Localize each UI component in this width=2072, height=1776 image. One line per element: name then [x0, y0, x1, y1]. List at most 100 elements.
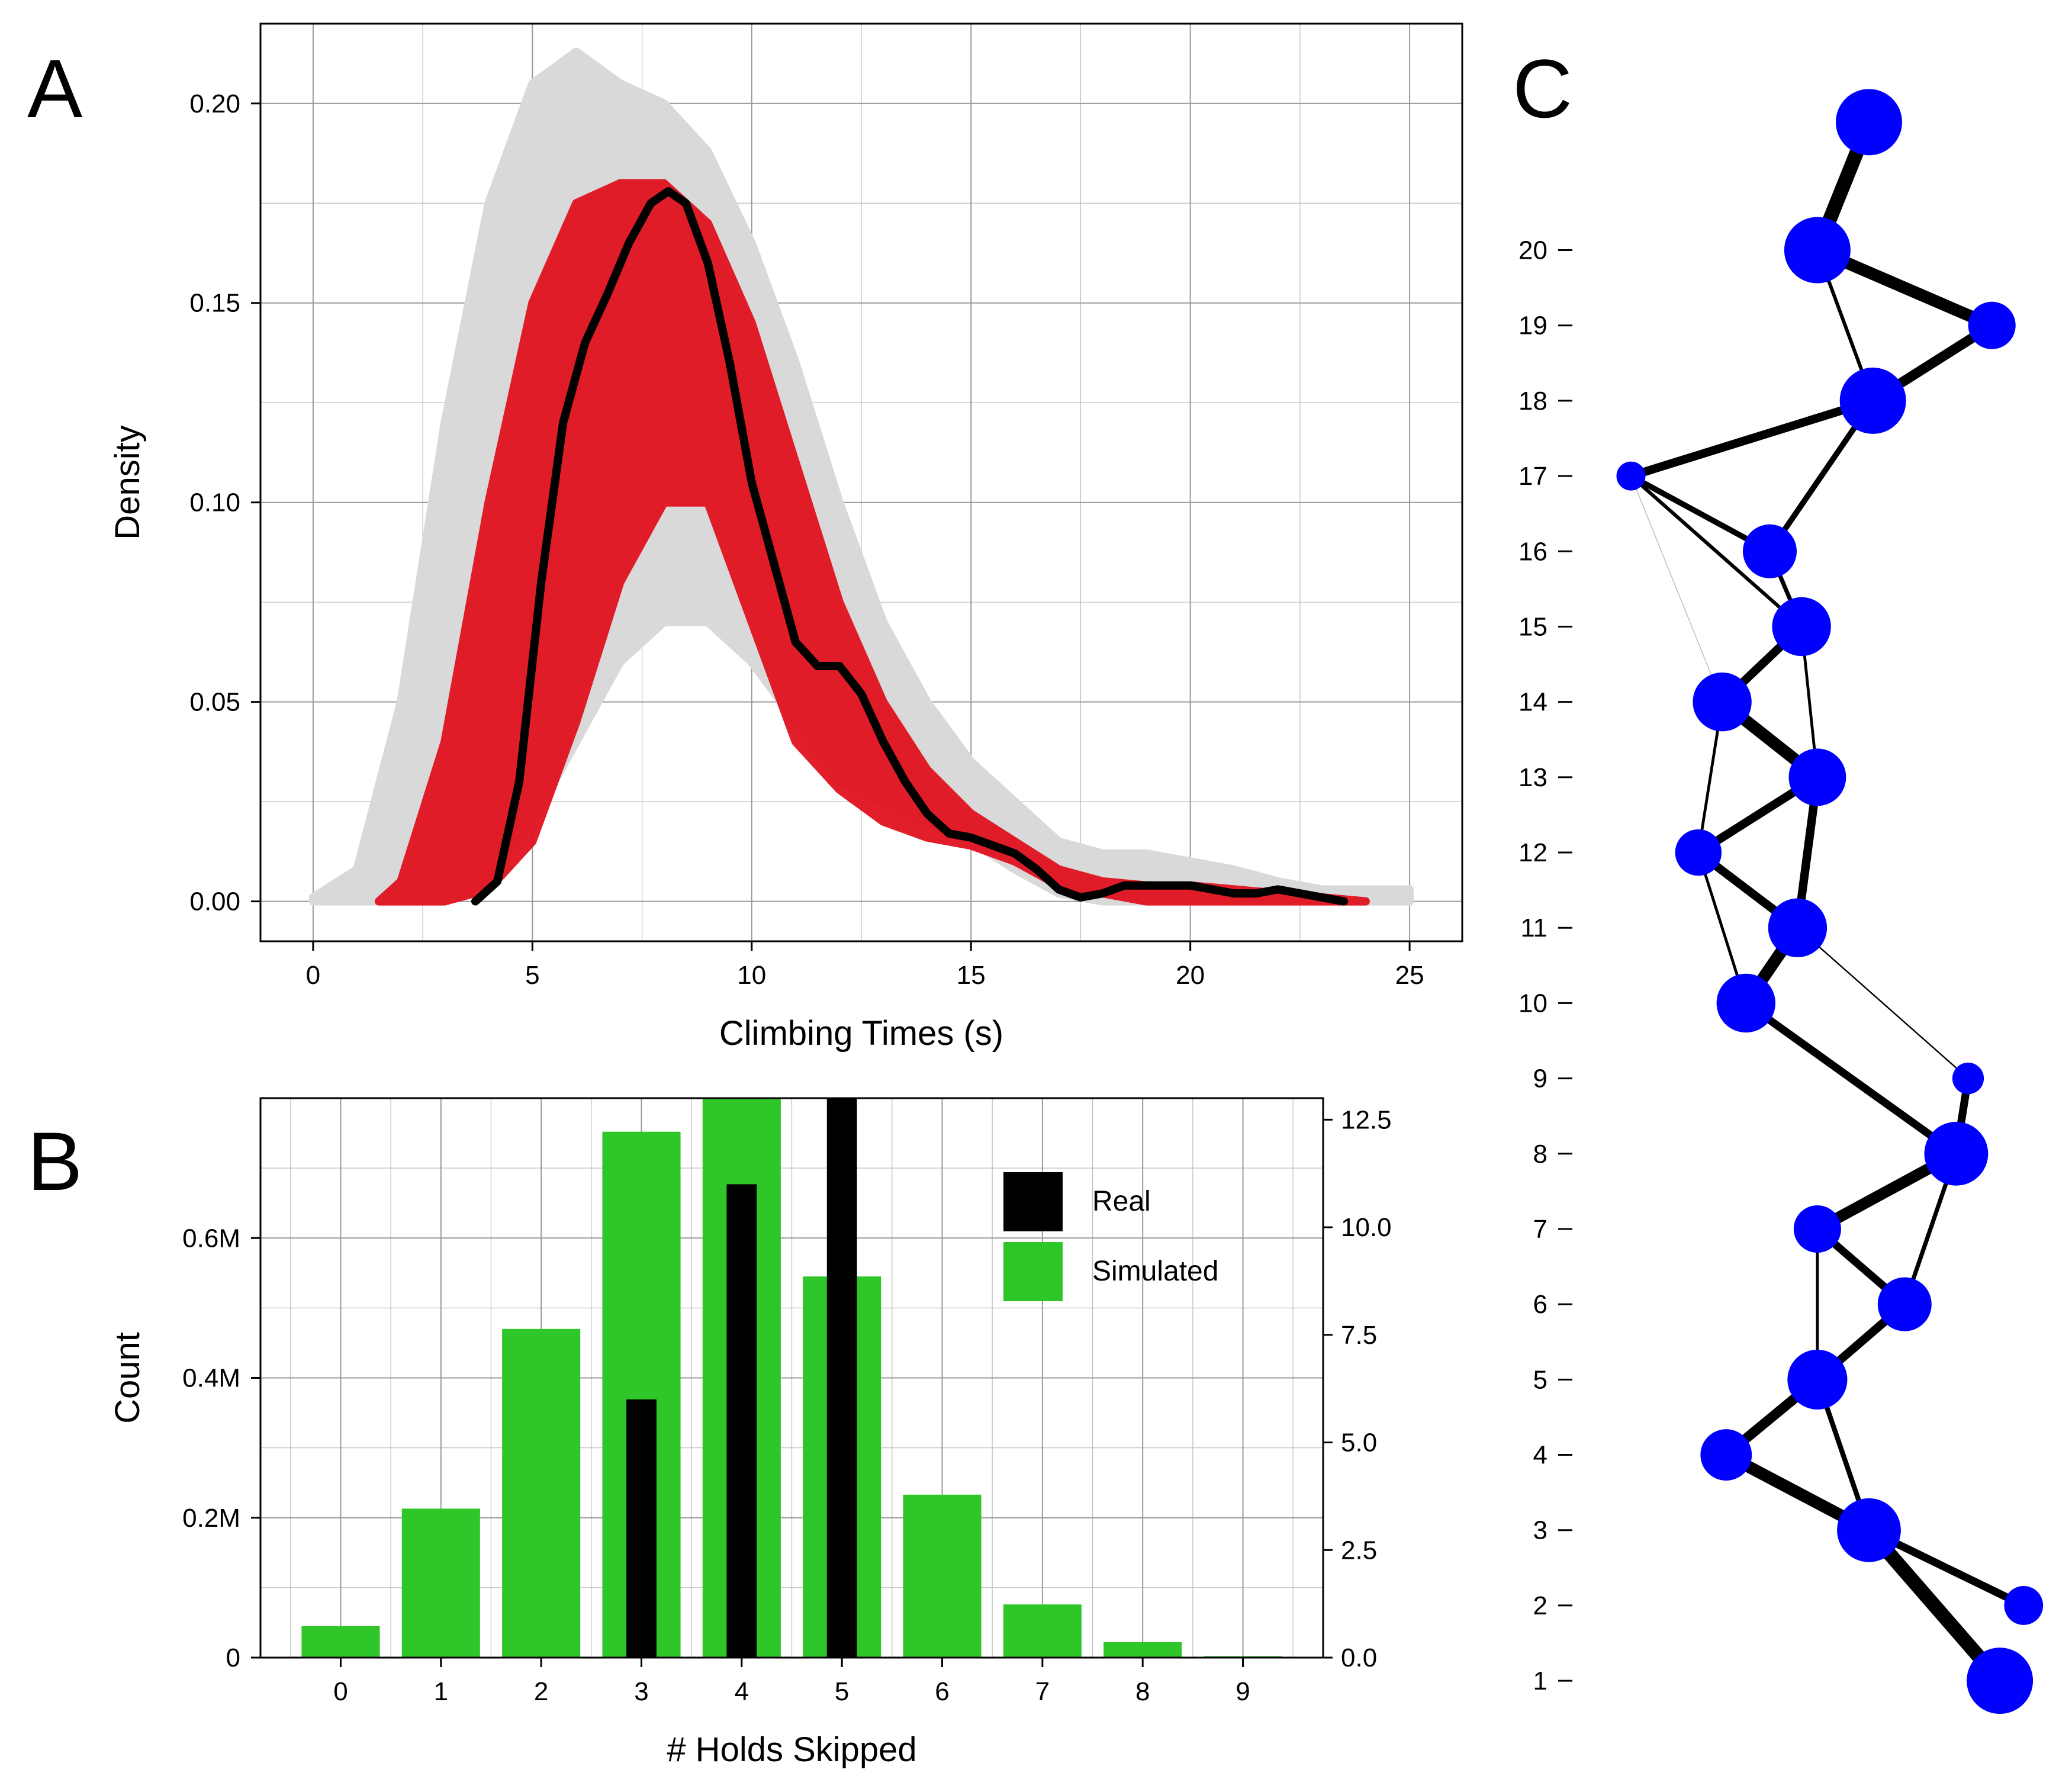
route-node [1768, 898, 1828, 957]
holds-left-tick-label: 0.4M [182, 1364, 240, 1393]
route-y-tick-label: 10 [1518, 989, 1547, 1018]
route-y-tick-label: 18 [1518, 387, 1547, 416]
holds-axes: 0 1 2 3 4 5 6 7 8 9 0 0.2M 0.4M 0.6M 0.0 2.5 5.0 7.5 10.0 1… [182, 1105, 1391, 1706]
holds-x-tick-label: 5 [835, 1677, 849, 1706]
holds-x-tick-label: 8 [1135, 1677, 1150, 1706]
route-y-tick-label: 1 [1533, 1666, 1547, 1695]
route-node [1693, 672, 1752, 732]
route-y-tick-label: 16 [1518, 537, 1547, 566]
holds-right-tick-label: 7.5 [1341, 1321, 1377, 1350]
density-x-tick-label: 20 [1176, 961, 1205, 990]
route-node [1836, 89, 1902, 156]
route-graph-edges [1626, 115, 2028, 1688]
holds-x-tick-label: 7 [1035, 1677, 1050, 1706]
simulated-bar [1103, 1642, 1182, 1658]
simulated-bar [903, 1494, 982, 1658]
density-x-tick-label: 0 [306, 961, 320, 990]
density-y-tick-label: 0.00 [189, 887, 240, 916]
real-bar [826, 1098, 857, 1658]
route-node [1924, 1121, 1989, 1186]
density-y-tick-label: 0.05 [189, 688, 240, 717]
route-graph-nodes [1616, 89, 2044, 1714]
route-node [1788, 748, 1846, 806]
route-node [1839, 367, 1906, 434]
density-y-tick-label: 0.10 [189, 488, 240, 517]
route-edge [1797, 927, 1969, 1079]
panel-letter-c: C [1513, 42, 1572, 135]
route-y-tick-label: 11 [1520, 913, 1547, 942]
route-y-tick-label: 5 [1533, 1365, 1547, 1394]
route-node [1743, 524, 1797, 578]
simulated-bar [401, 1508, 480, 1658]
holds-y-axis-label: Count [108, 1332, 147, 1424]
density-band-simulated-envelope-inner [375, 179, 1370, 906]
holds-left-tick-label: 0 [226, 1643, 240, 1672]
route-node [1616, 461, 1646, 491]
route-y-tick-label: 3 [1533, 1516, 1547, 1545]
holds-x-tick-label: 0 [333, 1677, 348, 1706]
holds-left-tick-label: 0.6M [182, 1224, 240, 1253]
density-y-axis-label: Density [108, 425, 147, 539]
route-y-tick-label: 19 [1518, 311, 1547, 340]
holds-x-tick-label: 3 [634, 1677, 648, 1706]
route-node [1784, 217, 1851, 284]
route-node [1675, 829, 1722, 876]
route-y-tick-label: 12 [1518, 838, 1547, 867]
route-node [1772, 597, 1831, 657]
holds-right-tick-label: 10.0 [1341, 1213, 1392, 1242]
route-y-tick-label: 7 [1533, 1215, 1547, 1244]
simulated-bar [1003, 1604, 1082, 1658]
density-panel: 0 5 10 15 20 25 0.00 0.05 0.10 0.15 0.20 Climbing … [108, 22, 1463, 1053]
holds-bars [301, 1098, 1282, 1658]
holds-x-tick-label: 2 [534, 1677, 548, 1706]
holds-x-tick-label: 9 [1236, 1677, 1250, 1706]
route-node [1952, 1063, 1984, 1095]
route-edge [1626, 396, 1877, 481]
density-x-tick-label: 15 [957, 961, 986, 990]
density-y-tick-label: 0.15 [189, 289, 240, 318]
holds-left-tick-label: 0.2M [182, 1504, 240, 1533]
holds-x-tick-label: 1 [434, 1677, 448, 1706]
route-node [1967, 1648, 2034, 1714]
holds-skipped-panel: 0 1 2 3 4 5 6 7 8 9 0 0.2M 0.4M 0.6M 0.0 2.5 5.0 7.5 10.0 1… [108, 1097, 1392, 1769]
route-node [1837, 1498, 1901, 1562]
density-plot-frame [259, 22, 1463, 942]
route-y-tick-label: 15 [1518, 612, 1547, 641]
panel-letter-b: B [27, 1115, 82, 1208]
holds-x-axis-label: # Holds Skipped [667, 1730, 916, 1769]
route-node [2004, 1586, 2044, 1625]
holds-x-tick-label: 6 [935, 1677, 949, 1706]
legend-swatch-real [1003, 1172, 1063, 1231]
route-y-tick-label: 4 [1533, 1441, 1547, 1470]
route-node [1968, 301, 2016, 349]
route-node [1793, 1205, 1841, 1253]
legend-label-real: Real [1092, 1186, 1151, 1217]
density-y-tick-label: 0.20 [189, 89, 240, 118]
holds-legend: Real Simulated [1003, 1172, 1218, 1301]
holds-right-tick-label: 5.0 [1341, 1428, 1377, 1458]
route-y-tick-label: 8 [1533, 1140, 1547, 1169]
simulated-bar [301, 1626, 380, 1658]
density-axes: 0 5 10 15 20 25 0.00 0.05 0.10 0.15 0.20 [189, 89, 1424, 990]
route-edge [1742, 999, 1960, 1158]
legend-label-simulated: Simulated [1092, 1256, 1218, 1287]
route-y-tick-label: 9 [1533, 1064, 1547, 1093]
real-bar [726, 1184, 757, 1658]
real-bar [626, 1399, 657, 1658]
panel-letter-a: A [27, 42, 83, 135]
density-x-tick-label: 10 [737, 961, 766, 990]
simulated-bar [502, 1328, 581, 1658]
density-x-tick-label: 25 [1395, 961, 1424, 990]
holds-right-tick-label: 2.5 [1341, 1536, 1377, 1565]
route-y-tick-label: 6 [1533, 1290, 1547, 1319]
route-node [1877, 1277, 1932, 1331]
legend-swatch-simulated [1003, 1242, 1063, 1301]
route-y-tick-label: 14 [1518, 688, 1547, 717]
route-node [1716, 973, 1775, 1033]
density-bands [308, 47, 1414, 906]
holds-right-tick-label: 12.5 [1341, 1105, 1392, 1134]
holds-x-tick-label: 4 [735, 1677, 749, 1706]
route-y-tick-label: 17 [1518, 462, 1547, 491]
